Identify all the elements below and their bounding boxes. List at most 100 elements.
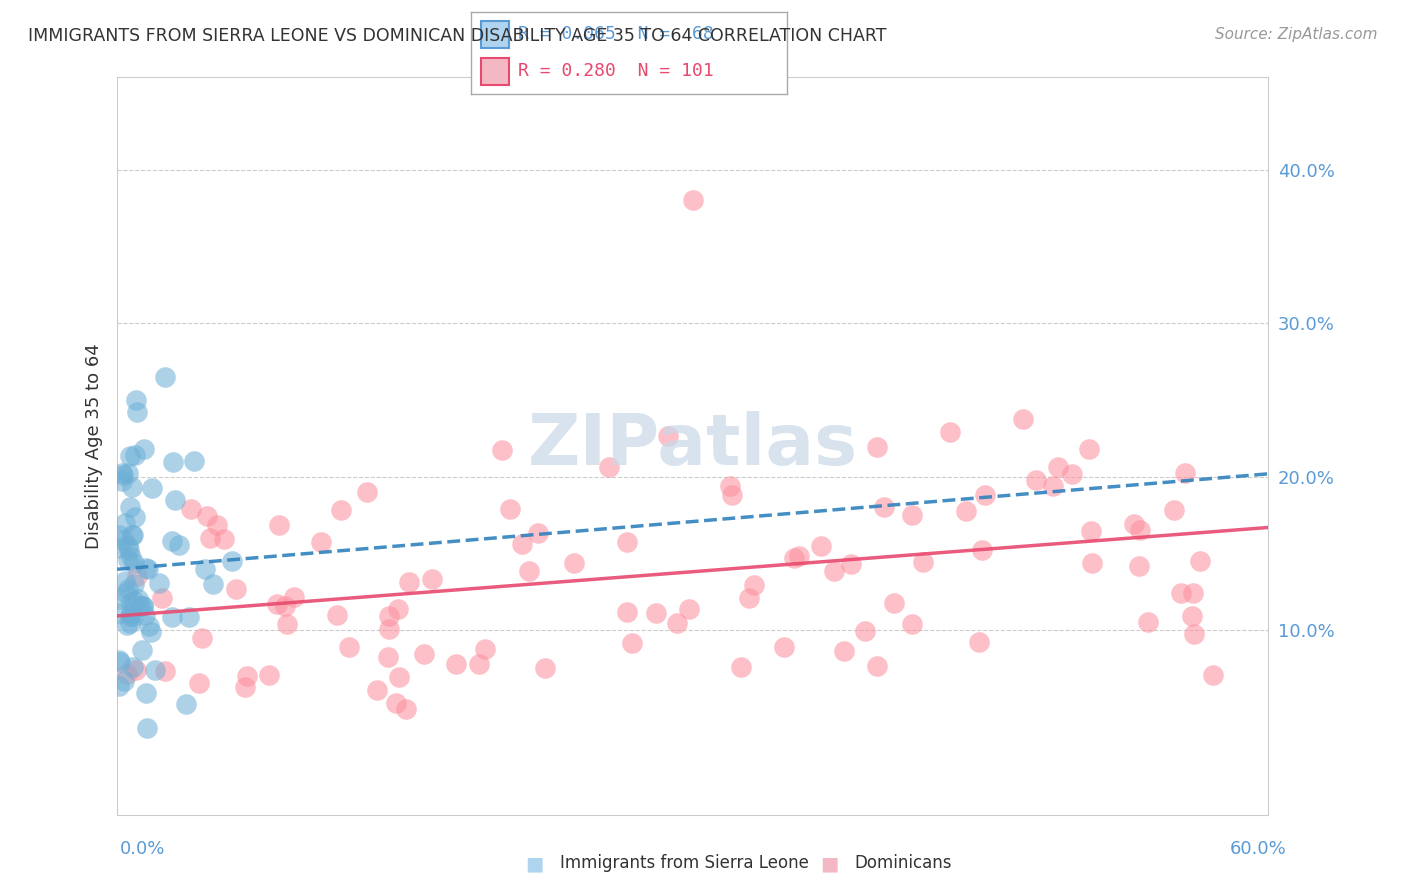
Point	[326, 607, 349, 622]
Point	[955, 503, 977, 517]
Point	[378, 609, 401, 624]
Point	[337, 640, 360, 655]
Point	[738, 591, 761, 606]
Point	[114, 574, 136, 588]
Point	[134, 608, 156, 623]
Point	[872, 500, 894, 514]
Point	[420, 572, 443, 586]
Point	[114, 516, 136, 530]
Text: IMMIGRANTS FROM SIERRA LEONE VS DOMINICAN DISABILITY AGE 35 TO 64 CORRELATION CH: IMMIGRANTS FROM SIERRA LEONE VS DOMINICA…	[28, 27, 887, 45]
Point	[136, 562, 159, 576]
Point	[117, 539, 139, 553]
Y-axis label: Disability Age 35 to 64: Disability Age 35 to 64	[86, 343, 103, 549]
Point	[1123, 517, 1146, 532]
Text: Dominicans: Dominicans	[855, 855, 952, 872]
Point	[117, 466, 139, 480]
Point	[202, 577, 225, 591]
Point	[205, 518, 228, 533]
Point	[283, 590, 305, 604]
Point	[135, 685, 157, 699]
Point	[273, 599, 295, 613]
Point	[108, 528, 131, 542]
Point	[127, 592, 149, 607]
Point	[127, 569, 149, 583]
Point	[195, 509, 218, 524]
Point	[1188, 553, 1211, 567]
Point	[1080, 524, 1102, 538]
Point	[124, 448, 146, 462]
Point	[177, 609, 200, 624]
Point	[111, 467, 134, 482]
Point	[499, 502, 522, 516]
Point	[118, 615, 141, 630]
Point	[131, 599, 153, 614]
Point	[120, 608, 142, 623]
Point	[510, 537, 533, 551]
Point	[772, 640, 794, 654]
Point	[160, 609, 183, 624]
Point	[598, 460, 620, 475]
Point	[901, 508, 924, 522]
Point	[183, 454, 205, 468]
Point	[108, 653, 131, 667]
Text: 0.0%: 0.0%	[120, 840, 165, 858]
Point	[720, 488, 742, 502]
Point	[132, 442, 155, 456]
Point	[124, 577, 146, 591]
Point	[139, 624, 162, 639]
Point	[267, 518, 290, 533]
Point	[111, 466, 134, 480]
Point	[657, 429, 679, 443]
Text: R = 0.280  N = 101: R = 0.280 N = 101	[519, 62, 714, 80]
Point	[117, 582, 139, 597]
Point	[718, 479, 741, 493]
Point	[1170, 586, 1192, 600]
Point	[1181, 609, 1204, 624]
Point	[1128, 558, 1150, 573]
Point	[388, 670, 411, 684]
Text: ■: ■	[524, 854, 544, 873]
Point	[562, 556, 585, 570]
Point	[1062, 467, 1084, 481]
Point	[853, 624, 876, 638]
Point	[131, 642, 153, 657]
Point	[122, 556, 145, 570]
Point	[972, 543, 994, 558]
Point	[108, 541, 131, 555]
Point	[120, 549, 142, 564]
Point	[122, 594, 145, 608]
Point	[125, 664, 148, 678]
Point	[115, 667, 138, 681]
Text: ZIPatlas: ZIPatlas	[527, 411, 858, 481]
Point	[141, 481, 163, 495]
Point	[621, 636, 644, 650]
Point	[378, 623, 401, 637]
Point	[973, 488, 995, 502]
Point	[122, 608, 145, 623]
Point	[444, 657, 467, 671]
Point	[1202, 667, 1225, 681]
Point	[257, 668, 280, 682]
Point	[517, 565, 540, 579]
Point	[174, 698, 197, 712]
Point	[121, 528, 143, 542]
Point	[115, 617, 138, 632]
Point	[129, 599, 152, 613]
Point	[117, 552, 139, 566]
Point	[491, 442, 513, 457]
Point	[1047, 459, 1070, 474]
Point	[810, 539, 832, 553]
Point	[125, 404, 148, 418]
Point	[132, 599, 155, 613]
Point	[742, 577, 765, 591]
Point	[1025, 473, 1047, 487]
Text: ■: ■	[820, 854, 839, 873]
Point	[645, 606, 668, 620]
Point	[276, 617, 298, 632]
Point	[135, 561, 157, 575]
Point	[162, 455, 184, 469]
Point	[194, 562, 217, 576]
Point	[1080, 557, 1102, 571]
Point	[187, 675, 209, 690]
Point	[212, 532, 235, 546]
